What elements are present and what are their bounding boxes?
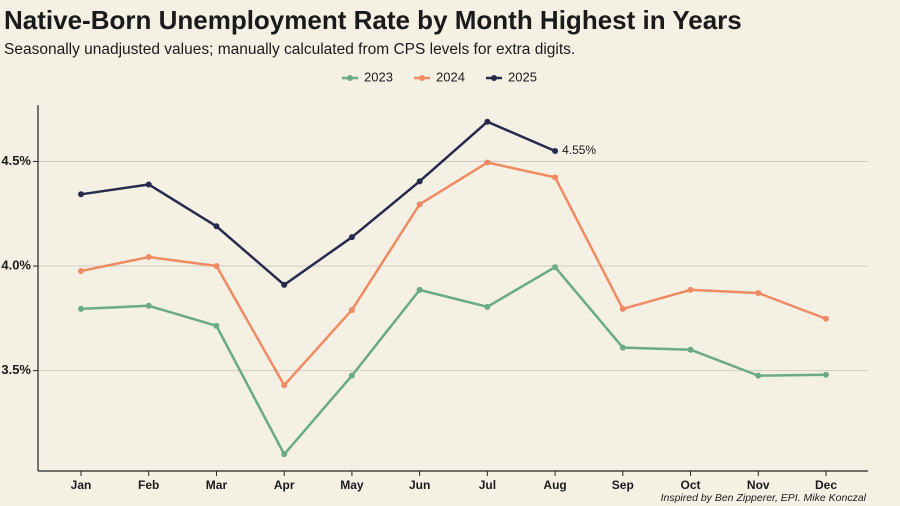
point [552, 174, 559, 181]
point [145, 302, 152, 309]
point [145, 181, 152, 188]
point [687, 346, 694, 353]
credit: Inspired by Ben Zipperer, EPI. Mike Konc… [661, 492, 867, 504]
point [145, 254, 152, 261]
series-line [80, 161, 827, 387]
point [755, 372, 762, 379]
point [78, 305, 84, 312]
x-tick-label: Nov [747, 478, 770, 492]
point [416, 201, 423, 208]
point [78, 191, 84, 198]
series-line [80, 265, 827, 456]
point [348, 234, 355, 241]
point [348, 306, 355, 313]
point [484, 159, 491, 166]
point [552, 148, 559, 155]
chart-title: Native-Born Unemployment Rate by Month H… [4, 5, 742, 35]
point [213, 322, 220, 329]
x-tick-label: May [340, 478, 364, 492]
series-line [80, 120, 556, 287]
x-tick-label: Jun [409, 478, 430, 492]
x-tick-label: Sep [612, 478, 634, 492]
point [755, 290, 762, 297]
x-tick-label: Feb [138, 478, 159, 492]
x-tick-label: Jul [479, 478, 496, 492]
point [348, 372, 355, 379]
point [213, 223, 220, 230]
x-tick-label: Mar [206, 478, 228, 492]
x-tick-label: Dec [815, 478, 837, 492]
point [619, 344, 626, 351]
point [619, 305, 626, 312]
point [552, 264, 559, 271]
chart-subtitle: Seasonally unadjusted values; manually c… [4, 41, 575, 58]
point [416, 178, 423, 185]
legend-swatch [491, 75, 497, 81]
point [416, 286, 423, 293]
legend-swatch [347, 75, 353, 81]
x-tick-label: Aug [543, 478, 566, 492]
point [484, 118, 491, 125]
y-tick-label: 3.5% [1, 362, 31, 377]
legend-label: 2025 [508, 69, 537, 84]
legend-label: 2023 [364, 69, 393, 84]
legend-label: 2024 [436, 69, 465, 84]
x-tick-label: Jan [71, 478, 92, 492]
point [484, 303, 491, 310]
legend-swatch [419, 75, 425, 81]
point [281, 281, 288, 288]
y-tick-label: 4.5% [1, 153, 31, 168]
point [213, 263, 220, 270]
x-tick-label: Oct [681, 478, 701, 492]
point [823, 371, 829, 378]
point [281, 382, 288, 389]
data-label: 4.55% [562, 143, 596, 157]
x-tick-label: Apr [274, 478, 295, 492]
point [687, 286, 694, 293]
y-tick-label: 4.0% [1, 257, 31, 272]
point [281, 451, 288, 458]
point [78, 268, 84, 275]
point [823, 315, 829, 322]
